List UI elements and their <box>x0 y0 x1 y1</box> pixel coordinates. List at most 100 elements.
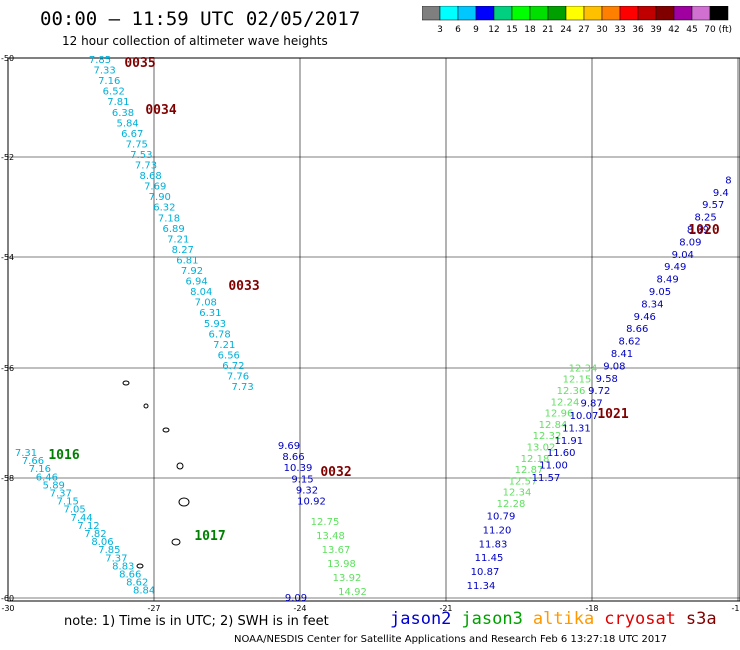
longitude-label: -21 <box>439 604 452 613</box>
wave-height-value: 7.69 <box>144 182 166 193</box>
wave-height-value: 8.62 <box>618 337 640 348</box>
wave-height-value: 12.75 <box>311 517 340 528</box>
wave-height-value: 7.05 <box>64 505 86 516</box>
pass-time-label: 1016 <box>48 448 79 463</box>
colorbar-tick-label: 33 <box>614 25 625 35</box>
wave-height-value: 6.67 <box>121 129 143 140</box>
wave-height-value: 5.93 <box>204 319 226 330</box>
wave-height-value: 10.39 <box>284 463 313 474</box>
pass-time-label: 1017 <box>194 529 225 544</box>
satellite-legend-item: jason3 <box>461 609 523 629</box>
wave-height-value: 6.32 <box>153 203 175 214</box>
wave-height-value: 9.4 <box>713 188 729 199</box>
wave-height-value: 6.89 <box>162 224 184 235</box>
wave-height-value: 11.83 <box>479 539 508 550</box>
wave-height-value: 9.72 <box>588 386 610 397</box>
colorbar-tick-label: 45 <box>686 25 697 35</box>
wave-height-value: 9.46 <box>634 312 656 323</box>
wave-height-value: 9.05 <box>649 287 671 298</box>
wave-height-value: 9.32 <box>296 485 318 496</box>
units-note: note: 1) Time is in UTC; 2) SWH is in fe… <box>64 614 329 629</box>
wave-height-value: 12.96 <box>545 409 574 420</box>
wave-height-value: 7.76 <box>227 372 249 383</box>
wave-height-value: 9.57 <box>702 200 724 211</box>
wave-height-value: 5.89 <box>43 480 65 491</box>
wave-height-value: 12.57 <box>509 476 538 487</box>
latitude-label: -56 <box>1 364 14 373</box>
colorbar-swatch <box>709 6 729 21</box>
wave-height-value: 8.41 <box>611 349 633 360</box>
wave-height-value: 8.25 <box>694 213 716 224</box>
island-outline <box>162 427 170 433</box>
wave-height-value: 9.69 <box>278 441 300 452</box>
wave-height-value: 8.99 <box>687 225 709 236</box>
island-outline <box>178 497 190 507</box>
wave-height-value: 7.44 <box>70 513 92 524</box>
wave-height-value: 13.92 <box>333 573 362 584</box>
wave-height-value: 11.00 <box>539 461 568 472</box>
wave-height-value: 14.92 <box>338 587 367 598</box>
longitude-label: -15 <box>731 604 740 613</box>
wave-height-value: 8.66 <box>119 570 141 581</box>
wave-height-value: 9.04 <box>672 250 694 261</box>
wave-height-value: 12.84 <box>539 420 568 431</box>
wave-height-value: 8.04 <box>190 287 212 298</box>
wave-height-value: 6.52 <box>103 87 125 98</box>
longitude-label: -24 <box>293 604 306 613</box>
wave-height-value: 7.82 <box>84 529 106 540</box>
wave-height-value: 9.08 <box>603 361 625 372</box>
colorbar-tick-label: 18 <box>524 25 536 35</box>
colorbar-tick-label: 36 <box>632 25 644 35</box>
wave-height-value: 13.98 <box>327 559 356 570</box>
satellite-legend-item: cryosat <box>604 609 676 629</box>
wave-height-value: 10.87 <box>471 567 500 578</box>
wave-height-value: 9.58 <box>596 374 618 385</box>
wave-height-value: 9.15 <box>291 474 313 485</box>
latitude-label: -50 <box>1 54 14 63</box>
wave-height-value: 12.87 <box>515 465 544 476</box>
wave-height-value: 8.27 <box>172 245 194 256</box>
wave-height-value: 13.48 <box>316 531 345 542</box>
wave-height-value: 6.56 <box>218 350 240 361</box>
pass-time-label: 1020 <box>688 223 719 238</box>
wave-height-value: 7.53 <box>130 150 152 161</box>
wave-height-value: 7.75 <box>126 139 148 150</box>
map-subtitle: 12 hour collection of altimeter wave hei… <box>62 34 328 48</box>
colorbar-unit-label: (ft) <box>718 25 732 35</box>
wave-height-value: 9.49 <box>664 262 686 273</box>
wave-height-value: 7.73 <box>135 161 157 172</box>
colorbar-tick-label: 21 <box>542 25 553 35</box>
wave-height-value: 12.36 <box>557 386 586 397</box>
credit-line: NOAA/NESDIS Center for Satellite Applica… <box>234 634 667 645</box>
wave-height-value: 6.46 <box>36 472 58 483</box>
wave-height-value: 7.15 <box>57 497 79 508</box>
wave-height-value: 8.62 <box>126 578 148 589</box>
wave-height-value: 11.57 <box>532 473 561 484</box>
latitude-label: -52 <box>1 153 14 162</box>
wave-height-value: 7.16 <box>29 464 51 475</box>
wave-height-value: 6.38 <box>112 108 134 119</box>
pass-time-label: 0033 <box>228 279 259 294</box>
colorbar-tick-label: 15 <box>506 25 517 35</box>
island-outline <box>176 462 184 470</box>
wave-height-value: 7.37 <box>50 489 72 500</box>
colorbar-tick-label: 12 <box>488 25 499 35</box>
pass-time-label: 0032 <box>320 465 351 480</box>
wave-height-value: 12.15 <box>563 375 592 386</box>
colorbar-tick-label: 39 <box>650 25 662 35</box>
longitude-label: -30 <box>1 604 14 613</box>
wave-height-value: 8.84 <box>133 586 155 597</box>
wave-height-value: 8.06 <box>91 537 113 548</box>
island-outline <box>136 563 144 569</box>
wave-height-value: 6.72 <box>222 361 244 372</box>
wave-height-value: 7.33 <box>93 66 115 77</box>
colorbar-tick-label: 24 <box>560 25 572 35</box>
wave-height-value: 10.79 <box>487 512 516 523</box>
wave-height-value: 12.34 <box>503 488 532 499</box>
wave-height-value: 8.49 <box>656 275 678 286</box>
satellite-legend-item: jason2 <box>390 609 452 629</box>
wave-height-value: 7.90 <box>149 192 171 203</box>
colorbar-tick-label: 42 <box>668 25 679 35</box>
wave-height-value: 7.31 <box>15 448 37 459</box>
